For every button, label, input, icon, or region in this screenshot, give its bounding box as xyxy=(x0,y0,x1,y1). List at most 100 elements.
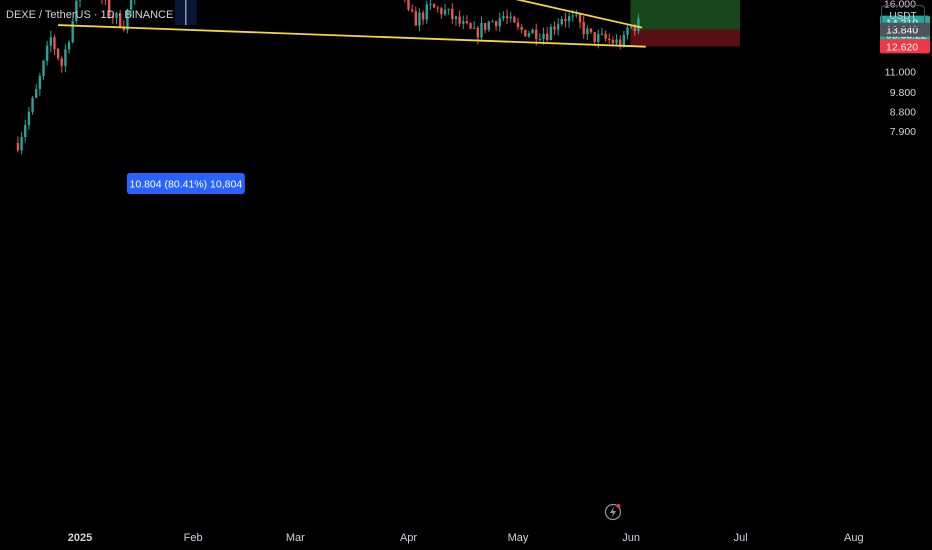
candle xyxy=(549,23,553,41)
candle xyxy=(498,12,501,32)
candle xyxy=(527,30,531,38)
price-tag-label: 12.620 xyxy=(886,41,918,53)
candle xyxy=(447,8,450,15)
x-tick-label: May xyxy=(508,532,529,544)
candle xyxy=(626,23,629,40)
measure-label-box xyxy=(126,173,245,194)
candle xyxy=(524,29,527,38)
candle xyxy=(600,27,604,36)
price-tag-entry xyxy=(880,22,930,37)
candle xyxy=(71,17,74,44)
time-axis xyxy=(0,524,864,550)
candle xyxy=(122,20,125,32)
candle xyxy=(101,0,103,5)
candle xyxy=(556,18,560,36)
candle xyxy=(436,5,439,13)
lower-trendline xyxy=(58,24,646,48)
candle xyxy=(494,20,498,31)
candle xyxy=(78,0,82,8)
candle xyxy=(469,22,472,30)
candle xyxy=(516,17,520,31)
candle xyxy=(111,13,115,24)
candle xyxy=(578,12,582,29)
x-tick-label: Jul xyxy=(734,532,748,544)
candle xyxy=(567,12,571,28)
candle xyxy=(564,12,567,28)
candle xyxy=(429,0,432,10)
currency-selector[interactable]: USDT xyxy=(881,5,925,28)
x-tick-label: Feb xyxy=(184,532,203,544)
candle xyxy=(454,15,458,26)
candle xyxy=(615,34,618,46)
candle xyxy=(421,10,425,25)
candle xyxy=(440,6,443,19)
candle xyxy=(432,3,436,8)
candle xyxy=(589,28,593,34)
candle xyxy=(465,15,469,25)
candle xyxy=(560,15,563,27)
candle xyxy=(407,0,410,12)
candle xyxy=(60,56,63,73)
candle xyxy=(24,119,27,143)
position-target-zone xyxy=(630,0,740,30)
candle xyxy=(637,13,640,34)
candle xyxy=(451,3,454,24)
candle xyxy=(586,25,589,40)
candle xyxy=(520,24,523,34)
price-tag-stop xyxy=(880,39,930,54)
candle xyxy=(126,8,129,34)
candle xyxy=(531,28,534,34)
candle xyxy=(505,9,509,24)
chart-title: DEXE / TetherUS · 1D · BINANCE xyxy=(6,9,174,21)
candle xyxy=(542,27,545,45)
candle xyxy=(64,44,67,73)
candle xyxy=(425,0,428,24)
candle xyxy=(20,131,23,155)
candle xyxy=(56,47,60,61)
candle xyxy=(414,6,417,26)
candle xyxy=(622,30,626,48)
y-tick-label: 7.900 xyxy=(890,126,916,138)
candles xyxy=(16,0,640,155)
candle xyxy=(67,40,71,54)
candle xyxy=(42,59,45,80)
candle xyxy=(443,3,447,17)
candle xyxy=(35,84,38,99)
candle xyxy=(546,26,549,42)
measure-label: 10.804 (80.41%) 10,804 xyxy=(130,179,243,191)
candle xyxy=(582,16,585,39)
candle xyxy=(115,12,118,25)
candle xyxy=(513,15,516,23)
candle xyxy=(553,21,556,35)
candle xyxy=(27,106,31,130)
candle xyxy=(410,4,414,13)
candle xyxy=(404,0,406,3)
candle xyxy=(604,30,607,42)
candle xyxy=(129,0,133,17)
candle xyxy=(134,0,136,5)
candle xyxy=(418,8,421,32)
y-tick-label: 9.800 xyxy=(890,87,916,99)
candle xyxy=(611,36,615,45)
x-tick-label: 2025 xyxy=(68,532,92,544)
candle xyxy=(487,20,490,33)
candle xyxy=(462,15,465,30)
candle xyxy=(108,0,111,19)
candle xyxy=(16,136,20,153)
candle xyxy=(458,10,461,27)
candle xyxy=(502,11,505,22)
flash-icon[interactable] xyxy=(604,503,622,521)
candle xyxy=(538,33,542,42)
candle xyxy=(49,30,52,53)
x-tick-label: Mar xyxy=(286,532,305,544)
candle xyxy=(473,21,476,29)
candle xyxy=(104,0,107,5)
candle xyxy=(480,16,483,40)
x-tick-label: Jun xyxy=(622,532,640,544)
candle xyxy=(619,35,622,50)
price-axis xyxy=(864,0,932,550)
candle xyxy=(608,33,611,44)
candle xyxy=(53,34,56,56)
candle xyxy=(38,72,42,96)
